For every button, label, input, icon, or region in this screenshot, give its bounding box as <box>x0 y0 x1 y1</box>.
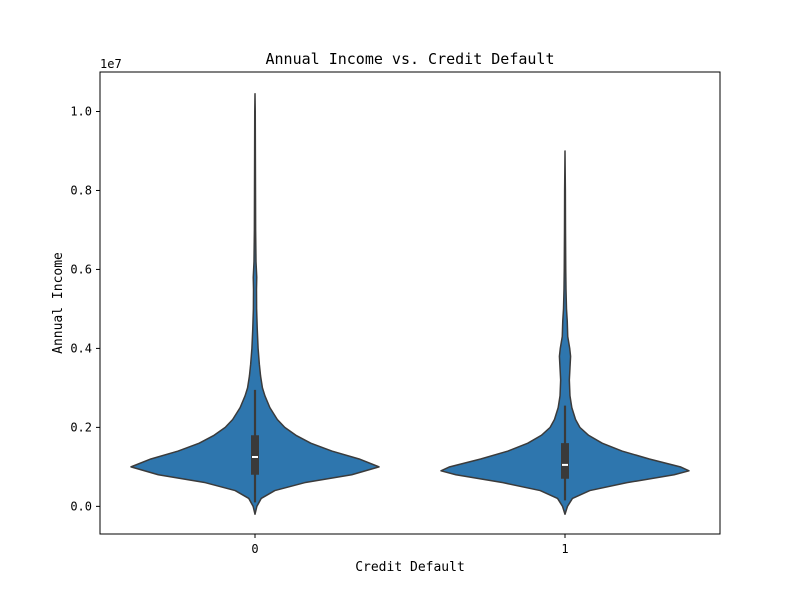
y-tick-label: 1.0 <box>70 104 92 118</box>
x-axis-label: Credit Default <box>355 560 465 575</box>
y-tick-label: 0.2 <box>70 420 92 434</box>
y-tick-label: 0.6 <box>70 262 92 276</box>
chart-title: Annual Income vs. Credit Default <box>266 50 555 68</box>
y-axis-ticks: 0.0 0.2 0.4 0.6 0.8 1.0 <box>70 104 100 513</box>
y-axis-offset-label: 1e7 <box>100 57 122 71</box>
y-tick-label: 0.0 <box>70 499 92 513</box>
violin-body <box>130 92 380 516</box>
plot-frame <box>99 71 721 535</box>
x-tick-label: 0 <box>251 542 258 556</box>
violins-layer <box>130 92 690 516</box>
violin-body <box>440 150 690 516</box>
y-tick-label: 0.8 <box>70 183 92 197</box>
boxes-layer <box>251 389 569 503</box>
y-tick-label: 0.4 <box>70 341 92 355</box>
x-tick-label: 1 <box>561 542 568 556</box>
y-axis-label: Annual Income <box>51 252 66 354</box>
